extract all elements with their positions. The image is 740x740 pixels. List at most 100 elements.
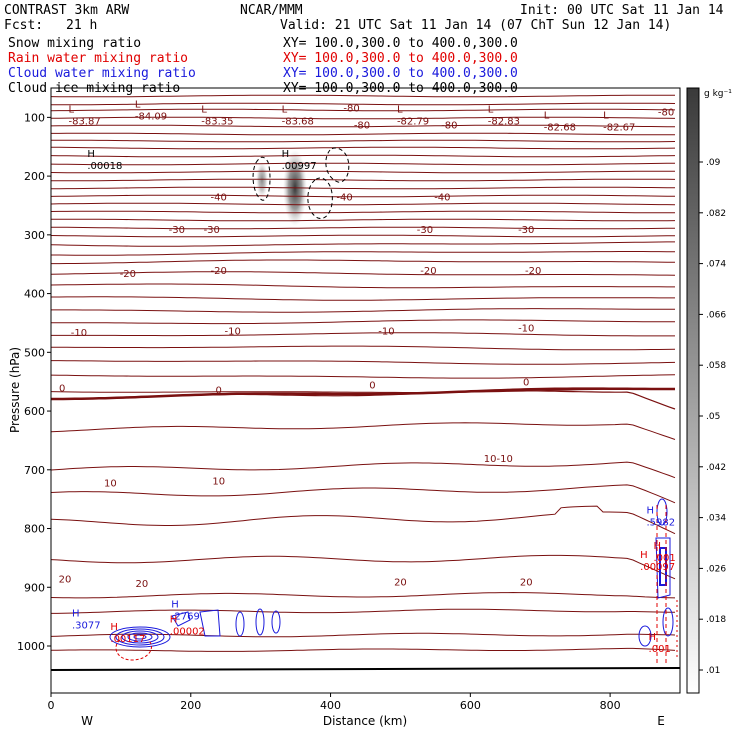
forecast-label: Fcst: — [4, 18, 43, 33]
temperature-label: -20 — [420, 266, 436, 277]
isotherm — [51, 461, 676, 479]
cloud-ice-contours — [252, 147, 350, 219]
isotherm — [51, 505, 676, 535]
y-tick-label: 700 — [24, 464, 45, 477]
east-label: E — [657, 714, 665, 728]
extremum-kind: L — [68, 105, 74, 116]
cloud-water-contour — [171, 611, 191, 627]
temperature-label: -10 — [71, 328, 87, 339]
ice-contour — [307, 177, 333, 219]
extremum-value: -83.68 — [282, 117, 314, 128]
field-cloud-water-name: Cloud water mixing ratio — [8, 66, 196, 81]
colorbar-ticks: .01 .018 .026 .034 .042 .05 .058 .066 .074 .082 .0… — [699, 158, 726, 676]
isotherm — [51, 271, 676, 276]
isotherm — [51, 360, 676, 365]
temperature-label: 20 — [135, 579, 148, 590]
y-tick-label: 100 — [24, 111, 45, 124]
isotherm — [51, 132, 675, 136]
isotherm — [51, 124, 675, 128]
temperature-label: -30 — [169, 225, 185, 236]
extremum-value: .00117 — [110, 634, 145, 645]
isotherms — [51, 94, 676, 652]
colorbar-tick-label: .066 — [706, 310, 726, 320]
extremum-kind: H — [649, 632, 657, 643]
field-snow-name: Snow mixing ratio — [8, 36, 141, 51]
plot-frame — [50, 87, 681, 694]
temperature-label: -30 — [417, 225, 433, 236]
extremum-value: .3077 — [72, 621, 101, 632]
model-title: CONTRAST 3km ARW — [4, 3, 129, 18]
colorbar: g kg⁻¹ .01 .018 .026 .034 .042 .05 .058 .066 .07… — [686, 87, 732, 694]
field-snow-xy: XY= 100.0,300.0 to 400.0,300.0 — [283, 36, 518, 51]
cloud-water-contour — [115, 628, 165, 646]
cloud-water-contour — [133, 634, 147, 640]
y-axis-title: Pressure (hPa) — [8, 347, 22, 433]
x-tick-label: 200 — [180, 699, 201, 712]
temperature-label: -40 — [434, 193, 450, 204]
isotherm — [51, 374, 676, 379]
isotherm — [51, 308, 675, 313]
cloud-water-contour — [638, 625, 652, 647]
isotherm — [51, 186, 676, 190]
y-tick-label: 500 — [24, 346, 45, 359]
extremum-kind: H — [282, 149, 290, 160]
x-tick-label: 800 — [600, 699, 621, 712]
extremum-kind: L — [397, 105, 403, 116]
temperature-label: 10 — [212, 476, 225, 487]
isotherm — [51, 218, 676, 222]
field-cloud-water-xy: XY= 100.0,300.0 to 400.0,300.0 — [283, 66, 518, 81]
y-tick-label: 400 — [24, 288, 45, 301]
extremum-kind: H — [653, 541, 661, 552]
temperature-label: -80 — [354, 120, 370, 131]
extremum-value: -82.68 — [544, 122, 576, 133]
temperature-labels: -80 -80 -80 -80 -40 -40 -40 -30 -30 -30 -30 -20 -20 -… — [59, 103, 675, 590]
cloud-water-contour — [121, 630, 159, 644]
extremum-kind: H — [110, 622, 118, 633]
temperature-label: -20 — [120, 269, 136, 280]
extremum-kind: H — [646, 506, 654, 517]
isotherm — [51, 484, 676, 504]
extremum-value: -84.09 — [135, 111, 167, 122]
temperature-label: 0 — [216, 385, 222, 396]
colorbar-tick-label: .09 — [706, 158, 721, 168]
cloud-water-contour — [255, 608, 265, 636]
rain-contour — [115, 639, 152, 661]
isotherm — [51, 194, 676, 198]
y-tick-label: 200 — [24, 170, 45, 183]
extremum-kind: L — [544, 110, 550, 121]
temperature-label: 10-10 — [484, 454, 513, 465]
temperature-label: -40 — [336, 193, 352, 204]
isotherm — [51, 345, 676, 351]
isotherm — [51, 319, 675, 325]
surface-line — [51, 667, 680, 671]
snow-blob — [256, 162, 268, 198]
isotherm — [51, 632, 676, 638]
isotherm — [51, 422, 676, 440]
x-tick-label: 400 — [320, 699, 341, 712]
temperature-label: 20 — [394, 577, 407, 588]
colorbar-tick-label: .082 — [706, 209, 726, 219]
chart-header: CONTRAST 3km ARW NCAR/MMM Init: 00 UTC S… — [4, 3, 724, 96]
temperature-label: 20 — [59, 574, 72, 585]
colorbar-unit: g kg⁻¹ — [704, 89, 732, 99]
x-axis-title: Distance (km) — [323, 714, 407, 728]
y-tick-label: 1000 — [17, 640, 45, 653]
extremum-value: -82.79 — [397, 117, 429, 128]
colorbar-ramp — [686, 87, 700, 694]
temperature-label: -40 — [211, 193, 227, 204]
cloud-water-contour — [235, 611, 245, 637]
isotherm — [51, 108, 676, 112]
isotherm — [51, 388, 675, 393]
extremum-kind: L — [201, 105, 207, 116]
extremum-kind: H — [72, 609, 80, 620]
temperature-label: -10 — [518, 324, 534, 335]
cloud-water-contour — [662, 607, 674, 637]
extremum-value: .00002 — [170, 626, 205, 637]
isotherm — [51, 332, 675, 337]
y-tick-label: 300 — [24, 229, 45, 242]
temperature-label: -20 — [211, 266, 227, 277]
extremum-value: .00997 — [282, 161, 317, 172]
extremum-kind: H — [87, 149, 95, 160]
colorbar-tick-label: .058 — [706, 361, 726, 371]
isotherm — [51, 234, 676, 238]
